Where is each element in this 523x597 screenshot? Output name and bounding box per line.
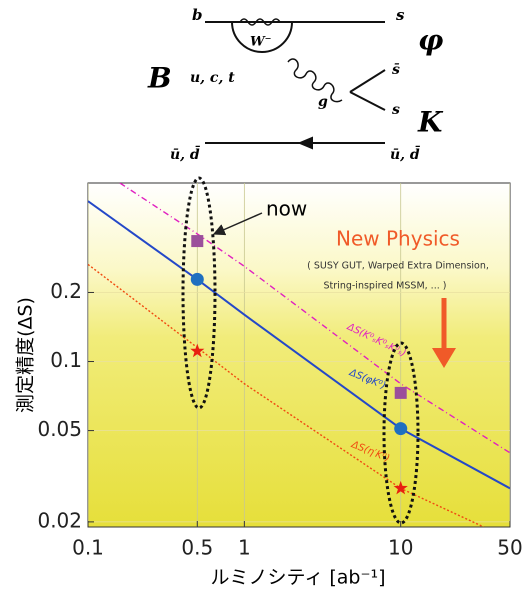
arrow xyxy=(212,212,263,236)
label: φ xyxy=(418,24,444,57)
label: B xyxy=(147,62,172,95)
marker xyxy=(394,386,407,399)
arrow xyxy=(432,348,456,368)
y-tick-label: 0.02 xyxy=(37,508,82,532)
annotation: New Physics xyxy=(336,227,460,251)
x-tick-label: 1 xyxy=(238,536,251,560)
label: u, c, t xyxy=(190,70,235,86)
x-tick-label: 0.5 xyxy=(181,536,213,560)
diagram-labels: b s φ W⁻ B u, c, t g s̄ s K ū, d̄ ū, d̄ xyxy=(147,6,444,163)
label: W⁻ xyxy=(250,35,271,50)
label: K xyxy=(417,106,444,139)
x-tick-label: 0.1 xyxy=(72,536,104,560)
annotation: now xyxy=(266,197,307,221)
marker xyxy=(190,272,204,286)
y-axis-label: 測定精度(ΔS) xyxy=(15,297,37,413)
marker xyxy=(394,422,408,436)
series-line xyxy=(88,263,485,527)
series-line xyxy=(88,200,510,490)
x-axis-label: ルミノシティ [ab⁻¹] xyxy=(210,567,385,589)
annotation: String-inspired MSSM, ... ) xyxy=(324,281,447,292)
label: g xyxy=(318,94,328,110)
series-line xyxy=(119,183,510,454)
marker xyxy=(190,343,205,358)
label: s xyxy=(396,6,405,24)
label: b xyxy=(192,6,203,24)
ellipse xyxy=(181,176,217,410)
label: ū, d̄ xyxy=(170,144,201,163)
y-tick-label: 0.05 xyxy=(37,417,82,441)
label: s xyxy=(392,102,400,118)
x-tick-label: 50 xyxy=(497,536,522,560)
y-tick-label: 0.2 xyxy=(50,279,82,303)
x-tick-label: 10 xyxy=(388,536,413,560)
y-tick-label: 0.1 xyxy=(50,348,82,372)
ellipse xyxy=(382,341,420,525)
annotation: ( SUSY GUT, Warped Extra Dimension, xyxy=(307,261,489,272)
label: s̄ xyxy=(392,62,400,78)
marker xyxy=(191,235,204,248)
feynman-diagram xyxy=(205,18,386,150)
marker xyxy=(393,480,408,495)
label: ū, d̄ xyxy=(390,144,421,163)
